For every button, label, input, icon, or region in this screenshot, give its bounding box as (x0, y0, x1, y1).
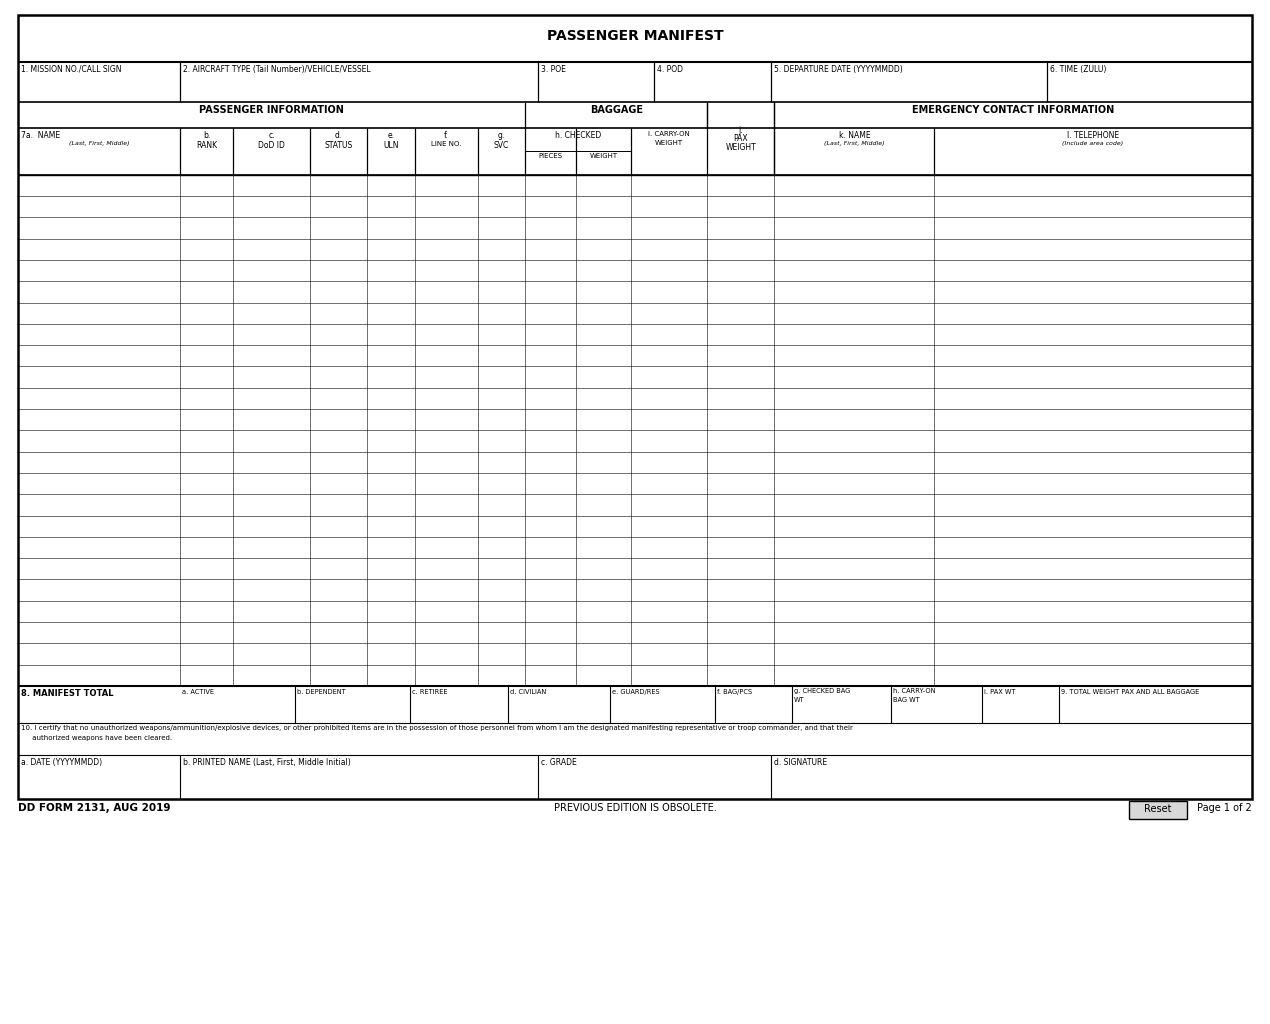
Text: i. PAX WT: i. PAX WT (984, 689, 1016, 695)
Bar (1129, 802, 1187, 819)
Text: STATUS: STATUS (324, 141, 353, 151)
Text: i. CARRY-ON: i. CARRY-ON (648, 131, 690, 137)
Text: authorized weapons have been cleared.: authorized weapons have been cleared. (22, 735, 173, 741)
Text: b.: b. (203, 131, 211, 140)
Text: 6. TIME (ZULU): 6. TIME (ZULU) (1049, 65, 1106, 74)
Text: g. CHECKED BAG: g. CHECKED BAG (794, 688, 851, 694)
Text: Reset: Reset (1144, 804, 1172, 814)
Text: (Last, First, Middle): (Last, First, Middle) (69, 141, 130, 146)
Text: c. GRADE: c. GRADE (541, 758, 577, 767)
Text: BAGGAGE: BAGGAGE (589, 104, 643, 115)
Text: g.: g. (498, 131, 505, 140)
Text: 9. TOTAL WEIGHT PAX AND ALL BAGGAGE: 9. TOTAL WEIGHT PAX AND ALL BAGGAGE (1062, 689, 1199, 695)
Text: b. PRINTED NAME (Last, First, Middle Initial): b. PRINTED NAME (Last, First, Middle Ini… (183, 758, 351, 767)
Text: f. BAG/PCS: f. BAG/PCS (718, 689, 752, 695)
Text: d. CIVILIAN: d. CIVILIAN (511, 689, 546, 695)
Text: l. TELEPHONE: l. TELEPHONE (1067, 131, 1119, 140)
Text: WT: WT (794, 697, 805, 702)
Text: 1. MISSION NO./CALL SIGN: 1. MISSION NO./CALL SIGN (22, 65, 122, 74)
Bar (18, 15, 1252, 800)
Text: b. DEPENDENT: b. DEPENDENT (297, 689, 345, 695)
Text: EMERGENCY CONTACT INFORMATION: EMERGENCY CONTACT INFORMATION (912, 104, 1114, 115)
Text: d. SIGNATURE: d. SIGNATURE (773, 758, 827, 767)
Text: h. CHECKED: h. CHECKED (555, 131, 601, 140)
Text: c.: c. (268, 131, 274, 140)
Text: (Include area code): (Include area code) (1063, 141, 1124, 146)
Text: k. NAME: k. NAME (838, 131, 870, 140)
Text: 5. DEPARTURE DATE (YYYYMMDD): 5. DEPARTURE DATE (YYYYMMDD) (773, 65, 903, 74)
Text: a. ACTIVE: a. ACTIVE (183, 689, 215, 695)
Text: a. DATE (YYYYMMDD): a. DATE (YYYYMMDD) (22, 758, 102, 767)
Text: 8. MANIFEST TOTAL: 8. MANIFEST TOTAL (22, 689, 113, 698)
Text: WEIGHT: WEIGHT (655, 140, 683, 146)
Text: 3. POE: 3. POE (541, 65, 565, 74)
Text: LINE NO.: LINE NO. (431, 141, 461, 147)
Text: PREVIOUS EDITION IS OBSOLETE.: PREVIOUS EDITION IS OBSOLETE. (554, 803, 716, 813)
Text: Page 1 of 2: Page 1 of 2 (1198, 803, 1252, 813)
Text: 10. I certify that no unauthorized weapons/ammunition/explosive devices, or othe: 10. I certify that no unauthorized weapo… (22, 725, 853, 731)
Text: 7a.  NAME: 7a. NAME (22, 131, 60, 140)
Text: ULN: ULN (384, 141, 399, 151)
Text: e. GUARD/RES: e. GUARD/RES (612, 689, 659, 695)
Text: e.: e. (387, 131, 395, 140)
Text: PASSENGER INFORMATION: PASSENGER INFORMATION (199, 104, 344, 115)
Text: f.: f. (444, 131, 448, 140)
Text: DoD ID: DoD ID (258, 141, 284, 151)
Text: j.: j. (738, 126, 743, 134)
Text: d.: d. (335, 131, 342, 140)
Text: BAG WT: BAG WT (893, 697, 919, 702)
Text: (Last, First, Middle): (Last, First, Middle) (824, 141, 885, 146)
Text: 4. POD: 4. POD (657, 65, 683, 74)
Text: WEIGHT: WEIGHT (589, 154, 617, 160)
Text: h. CARRY-ON: h. CARRY-ON (893, 688, 935, 694)
Text: PIECES: PIECES (538, 154, 563, 160)
Text: 2. AIRCRAFT TYPE (Tail Number)/VEHICLE/VESSEL: 2. AIRCRAFT TYPE (Tail Number)/VEHICLE/V… (183, 65, 371, 74)
Text: PASSENGER MANIFEST: PASSENGER MANIFEST (546, 29, 724, 43)
Text: PAX: PAX (734, 134, 748, 142)
Text: WEIGHT: WEIGHT (725, 142, 756, 152)
Text: DD FORM 2131, AUG 2019: DD FORM 2131, AUG 2019 (18, 803, 170, 813)
Text: SVC: SVC (494, 141, 509, 151)
Text: RANK: RANK (197, 141, 217, 151)
Text: c. RETIREE: c. RETIREE (411, 689, 447, 695)
